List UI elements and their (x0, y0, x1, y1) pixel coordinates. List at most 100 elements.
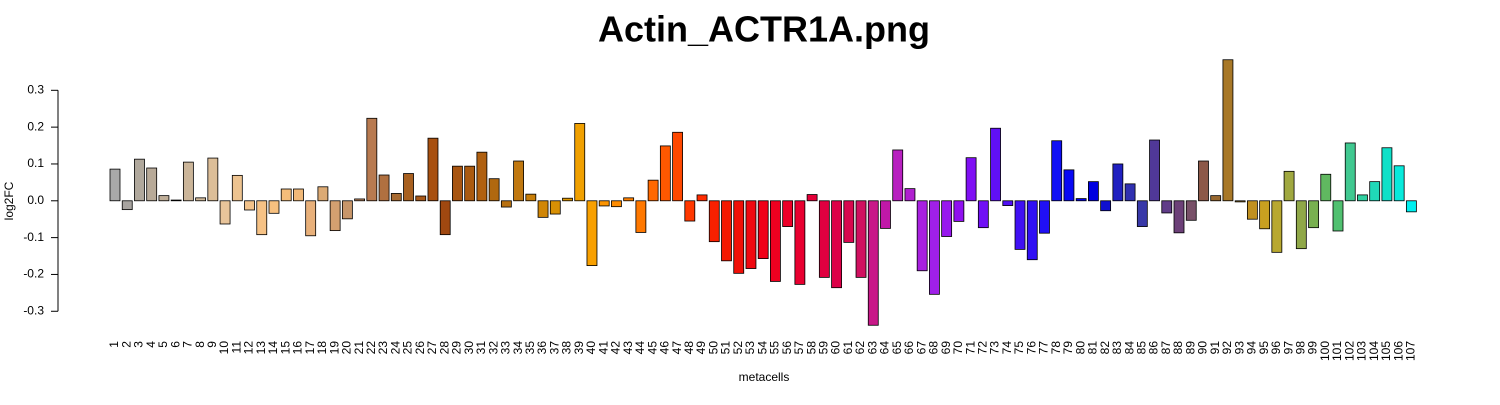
x-tick-label: 84 (1122, 341, 1136, 355)
x-tick-label: 22 (364, 341, 378, 355)
bar (929, 200, 940, 295)
bar (684, 200, 696, 222)
x-tick-label: 60 (829, 341, 843, 355)
x-tick-label: 62 (853, 341, 867, 355)
x-tick-label: 43 (621, 341, 635, 355)
bar (537, 200, 549, 218)
bar (525, 193, 537, 202)
bar (1112, 163, 1124, 202)
bar (1222, 59, 1234, 202)
x-tick-label: 77 (1037, 341, 1051, 355)
x-tick-label: 83 (1110, 341, 1124, 355)
x-tick-label: 66 (902, 341, 916, 355)
bar (415, 195, 427, 202)
x-tick-label: 42 (609, 341, 623, 355)
x-tick-label: 7 (181, 341, 195, 348)
x-tick-label: 82 (1098, 341, 1112, 355)
y-tick-label: -0.2 (23, 267, 44, 281)
chart-title: Actin_ACTR1A.png (598, 9, 930, 50)
bar (1210, 195, 1222, 202)
x-tick-label: 67 (914, 341, 928, 355)
bar (341, 200, 353, 220)
bar (757, 200, 769, 260)
y-axis-label: log2FC (2, 181, 16, 220)
x-tick-label: 73 (988, 341, 1002, 355)
x-tick-label: 94 (1245, 341, 1259, 355)
bar (611, 200, 622, 208)
x-tick-label: 21 (352, 341, 366, 355)
x-tick-label: 79 (1061, 341, 1075, 355)
x-tick-label: 72 (976, 341, 990, 355)
x-tick-label: 68 (927, 341, 941, 355)
x-tick-label: 106 (1391, 341, 1405, 361)
bar (941, 200, 953, 237)
x-tick-label: 81 (1086, 341, 1100, 355)
bar (1100, 200, 1112, 212)
bar (574, 123, 586, 202)
x-tick-label: 103 (1355, 341, 1369, 361)
x-tick-label: 26 (413, 341, 427, 355)
x-tick-label: 98 (1293, 341, 1307, 355)
x-tick-label: 33 (499, 341, 513, 355)
x-tick-label: 105 (1379, 341, 1393, 361)
x-tick-label: 19 (327, 341, 341, 355)
bar (1173, 200, 1185, 234)
x-tick-label: 48 (682, 341, 696, 355)
bar (745, 200, 757, 269)
bar (1136, 200, 1148, 227)
bar (1014, 200, 1026, 250)
bar (990, 127, 1001, 202)
bar (1063, 169, 1075, 202)
y-tick-label: -0.1 (23, 230, 44, 244)
x-tick-label: 8 (193, 341, 207, 348)
bar (782, 200, 794, 227)
x-tick-label: 93 (1232, 341, 1246, 355)
x-tick-label: 61 (841, 341, 855, 355)
x-tick-label: 40 (584, 341, 598, 355)
x-tick-label: 70 (951, 341, 965, 355)
x-tick-label: 30 (462, 341, 476, 355)
bar (1308, 200, 1319, 229)
x-tick-label: 90 (1196, 341, 1210, 355)
bar (329, 200, 341, 232)
bar (195, 197, 207, 202)
bar (904, 188, 916, 202)
bar (354, 198, 366, 202)
x-tick-label: 87 (1159, 341, 1173, 355)
x-tick-label: 18 (315, 341, 329, 355)
x-tick-label: 88 (1171, 341, 1185, 355)
bar (1271, 200, 1283, 253)
x-tick-label: 102 (1342, 341, 1356, 361)
x-tick-label: 23 (376, 341, 390, 355)
x-tick-label: 16 (291, 341, 305, 355)
bar (134, 158, 145, 202)
bar (317, 186, 329, 202)
bar (1075, 198, 1087, 202)
bar (256, 200, 268, 236)
bar (293, 188, 304, 202)
x-tick-label: 47 (670, 341, 684, 355)
bar (892, 149, 904, 202)
x-tick-label: 13 (254, 341, 268, 355)
bar (659, 145, 671, 202)
x-tick-label: 50 (706, 341, 720, 355)
x-tick-label: 39 (572, 341, 586, 355)
bar (953, 200, 965, 222)
x-tick-label: 99 (1306, 341, 1320, 355)
bar (452, 165, 463, 202)
bar (439, 200, 451, 236)
x-tick-label: 25 (401, 341, 415, 355)
y-tick-label: -0.3 (23, 303, 44, 317)
bar (146, 167, 158, 202)
bar (464, 165, 476, 202)
x-tick-label: 28 (437, 341, 451, 355)
bar (268, 200, 280, 214)
x-tick-label: 86 (1147, 341, 1161, 355)
bar (708, 200, 720, 243)
x-tick-label: 34 (511, 341, 525, 355)
bar (1039, 200, 1050, 234)
bar (170, 199, 182, 202)
x-tick-label: 101 (1330, 341, 1344, 361)
x-tick-label: 92 (1220, 341, 1234, 355)
x-tick-label: 85 (1134, 341, 1148, 355)
